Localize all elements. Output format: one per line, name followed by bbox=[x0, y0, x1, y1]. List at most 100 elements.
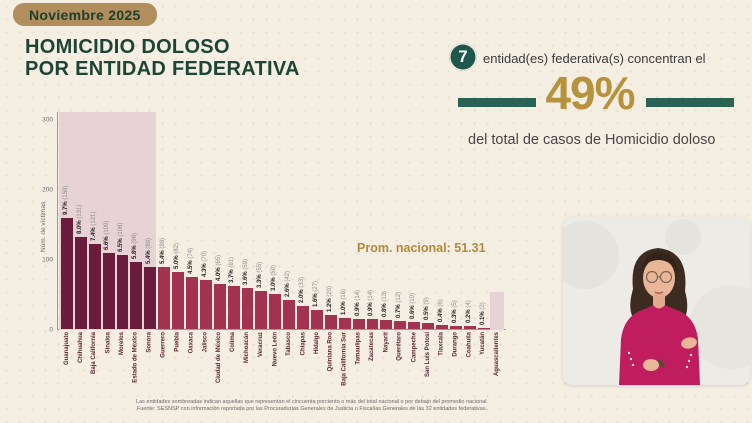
bar bbox=[394, 320, 407, 329]
bar bbox=[172, 271, 185, 329]
bar-column-tlaxcala: 0.4% (6) Tlaxcala bbox=[435, 111, 449, 356]
state-label: Campeche bbox=[410, 332, 417, 363]
bar-column-baja-california: 7.4% (121) Baja California bbox=[88, 111, 102, 374]
bar bbox=[255, 290, 268, 329]
bar-value-label: 0.7% (12) bbox=[396, 291, 403, 318]
bar-column-coahuila: 0.2% (4) Coahuila bbox=[463, 111, 477, 357]
bar bbox=[158, 267, 171, 329]
bar bbox=[186, 277, 198, 329]
bar-column-morelos: 6.5% (106) Morelos bbox=[116, 111, 130, 355]
state-label: Guerrero bbox=[160, 332, 167, 358]
bar bbox=[61, 217, 73, 329]
date-badge: Noviembre 2025 bbox=[13, 3, 157, 26]
bar-value-label: 3.3% (55) bbox=[257, 261, 264, 288]
bar bbox=[144, 266, 157, 329]
bar bbox=[366, 319, 379, 329]
state-label: Guanajuato bbox=[63, 332, 70, 366]
state-label: Querétaro bbox=[397, 332, 404, 361]
state-label: Colima bbox=[230, 332, 237, 353]
bar-value-label: 0.2% (4) bbox=[465, 300, 472, 324]
bar-value-label: 2.0% (33) bbox=[298, 276, 305, 303]
bar-column-guanajuato: 9.7% (159) Guanajuato bbox=[60, 111, 74, 365]
bar-column-san-luis-potosi: 0.5% (9) San Luis Potosí bbox=[421, 111, 435, 377]
bar bbox=[338, 317, 351, 329]
bar-column-quintana-roo: 1.2% (20) Quintana Roo bbox=[324, 111, 338, 371]
bar bbox=[213, 283, 226, 329]
bar bbox=[241, 287, 254, 329]
state-label: Sonora bbox=[147, 332, 154, 353]
bars-container: 9.7% (159) Guanajuato 8.0% (131) Chihuahua 7… bbox=[60, 111, 505, 386]
bar bbox=[130, 261, 143, 329]
bar-column-jalisco: 4.3% (70) Jalisco bbox=[199, 111, 213, 352]
bar-column-sonora: 5.4% (89) Sonora bbox=[143, 111, 157, 353]
bar-value-label: 8.0% (131) bbox=[76, 204, 83, 235]
bar-value-label: 9.7% (159) bbox=[62, 185, 69, 215]
bar bbox=[227, 286, 240, 329]
state-label: Hidalgo bbox=[313, 332, 320, 354]
bar-value-label: 5.8% (96) bbox=[132, 232, 139, 259]
bar-column-zacatecas: 0.9% (14) Zacatecas bbox=[366, 111, 380, 361]
bar-value-label: 0.8% (13) bbox=[382, 290, 389, 317]
state-label: Baja California Sur bbox=[341, 332, 348, 386]
bar-column-veracruz: 3.3% (55) Veracruz bbox=[254, 111, 268, 357]
state-label: Veracruz bbox=[258, 332, 265, 358]
bar-value-label: 0.5% (9) bbox=[423, 297, 430, 320]
shaded-region-last bbox=[490, 292, 505, 330]
bar-column-queretaro: 0.7% (12) Querétaro bbox=[393, 111, 407, 361]
bar bbox=[449, 325, 462, 329]
bar bbox=[88, 244, 101, 329]
state-label: Sinaloa bbox=[105, 332, 112, 354]
date-badge-label: Noviembre 2025 bbox=[29, 7, 141, 23]
bar-value-label: 6.5% (106) bbox=[118, 222, 125, 252]
bar bbox=[283, 299, 296, 329]
state-label: Baja California bbox=[91, 332, 98, 375]
bar bbox=[422, 322, 435, 329]
footnote: Las entidades sombreadas indican aquella… bbox=[47, 399, 577, 413]
highlight-subtext: del total de casos de Homicidio doloso bbox=[468, 132, 716, 148]
footnote-line1: Las entidades sombreadas indican aquella… bbox=[136, 399, 488, 405]
state-label: Durango bbox=[452, 332, 459, 357]
bar-column-estado-de-mexico: 5.8% (96) Estado de México bbox=[129, 111, 143, 383]
state-label: San Luis Potosí bbox=[424, 332, 431, 378]
bar-column-puebla: 5.0% (82) Puebla bbox=[171, 111, 185, 352]
bar-value-label: 5.0% (82) bbox=[173, 242, 180, 269]
bar-column-campeche: 0.6% (10) Campeche bbox=[407, 111, 421, 362]
bar-value-label: 1.2% (20) bbox=[326, 285, 333, 312]
state-label: Chiapas bbox=[299, 332, 306, 356]
state-label: Zacatecas bbox=[369, 332, 376, 362]
state-label: Nayarit bbox=[383, 332, 390, 353]
sign-language-interpreter-video bbox=[563, 217, 750, 385]
bar-value-label: 3.7% (61) bbox=[229, 257, 236, 284]
bar-column-durango: 0.3% (5) Durango bbox=[449, 111, 463, 357]
bar-value-label: 2.6% (42) bbox=[285, 270, 292, 297]
bar bbox=[116, 254, 129, 329]
entity-count: 7 bbox=[458, 47, 468, 66]
bar bbox=[324, 315, 337, 329]
bar-value-label: 5.4% (89) bbox=[146, 237, 153, 264]
bar-column-chihuahua: 8.0% (131) Chihuahua bbox=[74, 111, 88, 363]
page-title-line1: HOMICIDIO DOLOSO bbox=[25, 36, 230, 58]
bar-column-tabasco: 2.6% (42) Tabasco bbox=[282, 111, 296, 356]
bar-column-nuevo-leon: 3.0% (50) Nuevo León bbox=[268, 111, 282, 366]
state-label: Ciudad de México bbox=[216, 332, 223, 384]
bar-value-label: 0.1% (2) bbox=[479, 301, 486, 325]
national-average-annotation: Prom. nacional: 51.31 bbox=[357, 241, 486, 255]
bar-column-oaxaca: 4.5% (74) Oaxaca bbox=[185, 111, 199, 353]
highlight-text: entidad(es) federativa(s) concentran el bbox=[483, 51, 706, 66]
y-axis-tick-200: 200 bbox=[42, 186, 53, 194]
bar-value-label: 5.4% (88) bbox=[160, 238, 167, 265]
page-title: HOMICIDIO DOLOSO POR ENTIDAD FEDERATIVA bbox=[25, 36, 300, 81]
state-label: Tlaxcala bbox=[438, 332, 445, 356]
bar-column-nayarit: 0.8% (13) Nayarit bbox=[379, 111, 393, 352]
state-label: Michoacán bbox=[244, 332, 251, 364]
bar-column-guerrero: 5.4% (88) Guerrero bbox=[157, 111, 171, 358]
entity-count-circle: 7 bbox=[449, 43, 477, 71]
y-axis-tick-0: 0 bbox=[49, 326, 53, 334]
bar-column-chiapas: 2.0% (33) Chiapas bbox=[296, 111, 310, 355]
bar-value-label: 6.6% (109) bbox=[104, 220, 111, 250]
page-title-line2: POR ENTIDAD FEDERATIVA bbox=[25, 58, 300, 81]
bar-column-tamaulipas: 0.9% (14) Tamaulipas bbox=[352, 111, 366, 365]
y-axis-tick-100: 100 bbox=[42, 256, 53, 264]
state-label: Estado de México bbox=[133, 332, 140, 383]
